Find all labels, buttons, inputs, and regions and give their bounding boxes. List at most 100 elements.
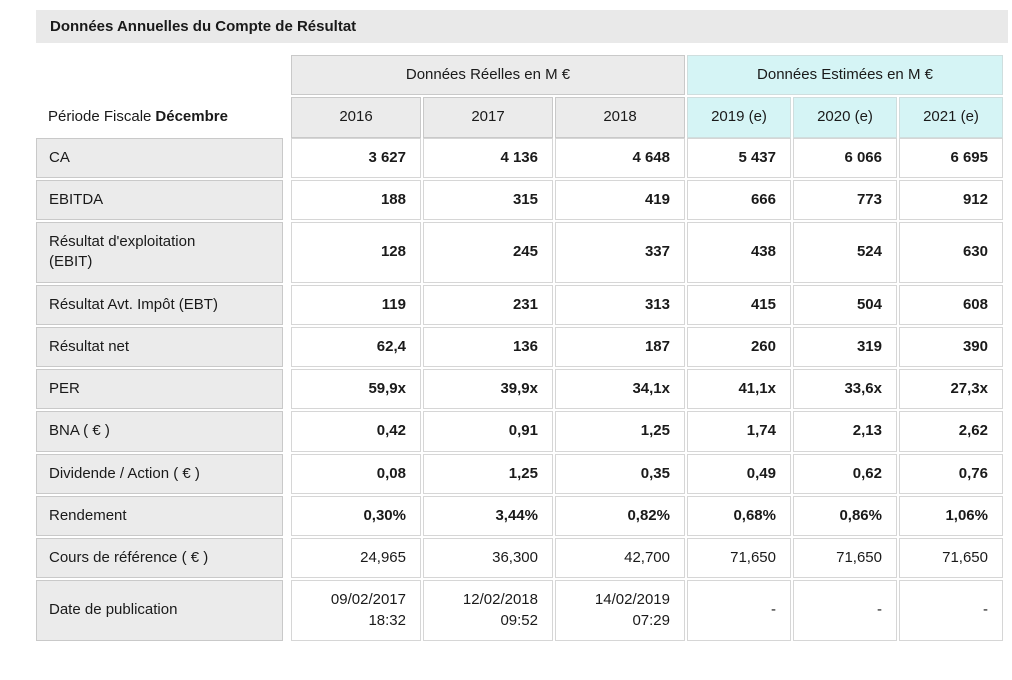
cell-value: 0,42: [291, 411, 421, 452]
column-spacer: [285, 411, 289, 451]
cell-value: -: [793, 580, 897, 641]
cell-value: 2,62: [899, 411, 1003, 452]
table-row: EBITDA 188 315 419 666 773 912: [36, 179, 1003, 220]
column-spacer: [285, 55, 289, 95]
cell-value: 0,82%: [555, 495, 685, 536]
cell-value: 0,68%: [687, 495, 791, 536]
year-header-2021e: 2021 (e): [899, 97, 1003, 138]
row-label: Rendement: [36, 495, 283, 536]
estimated-data-group-header: Données Estimées en M €: [687, 55, 1003, 96]
cell-value: 1,74: [687, 411, 791, 452]
cell-value: 14/02/2019 07:29: [555, 580, 685, 641]
cell-value: 337: [555, 222, 685, 283]
year-header-2016: 2016: [291, 97, 421, 138]
cell-value: 5 437: [687, 137, 791, 178]
column-spacer: [285, 369, 289, 409]
year-header-2020e: 2020 (e): [793, 97, 897, 138]
cell-value: 6 066: [793, 137, 897, 178]
cell-value: -: [687, 580, 791, 641]
row-label: CA: [36, 137, 283, 178]
cell-value: 390: [899, 326, 1003, 367]
panel-title-bar: Données Annuelles du Compte de Résultat: [36, 10, 1008, 43]
cell-value: 0,35: [555, 453, 685, 494]
column-spacer: [285, 97, 289, 137]
column-spacer: [285, 538, 289, 578]
cell-value: 188: [291, 179, 421, 220]
table-row: Cours de référence ( € ) 24,965 36,300 42,7…: [36, 538, 1003, 579]
row-label: PER: [36, 369, 283, 410]
year-header-2019e: 2019 (e): [687, 97, 791, 138]
table-row: Dividende / Action ( € ) 0,08 1,25 0,35 0,49…: [36, 453, 1003, 494]
real-data-group-header: Données Réelles en M €: [291, 55, 685, 96]
year-header-2018: 2018: [555, 97, 685, 138]
cell-value: 119: [291, 284, 421, 325]
column-spacer: [285, 180, 289, 220]
fiscal-period-month: Décembre: [155, 108, 228, 126]
cell-value: 313: [555, 284, 685, 325]
cell-value: 2,13: [793, 411, 897, 452]
cell-value: 0,86%: [793, 495, 897, 536]
cell-value: 0,30%: [291, 495, 421, 536]
annual-income-statement-panel: Données Annuelles du Compte de Résultat …: [36, 10, 1008, 641]
cell-value: 1,06%: [899, 495, 1003, 536]
cell-value: 0,91: [423, 411, 553, 452]
cell-value: 34,1x: [555, 369, 685, 410]
cell-value: 4 136: [423, 137, 553, 178]
year-header-row: Période Fiscale Décembre 2016 2017 2018 …: [36, 97, 1003, 138]
income-statement-table: Données Réelles en M € Données Estimées …: [36, 55, 1003, 641]
cell-value: 1,25: [555, 411, 685, 452]
cell-value: 319: [793, 326, 897, 367]
table-body: CA 3 627 4 136 4 648 5 437 6 066 6 695 EBITDA 18…: [36, 137, 1003, 641]
column-spacer: [285, 454, 289, 494]
table-row: Résultat d'exploitation (EBIT) 128 245 337 4…: [36, 222, 1003, 283]
row-label: Date de publication: [36, 580, 283, 641]
table-row: Résultat net 62,4 136 187 260 319 390: [36, 326, 1003, 367]
row-label: Cours de référence ( € ): [36, 538, 283, 579]
table-row: PER 59,9x 39,9x 34,1x 41,1x 33,6x 27,3x: [36, 369, 1003, 410]
column-spacer: [285, 138, 289, 178]
cell-value: 260: [687, 326, 791, 367]
cell-value: 12/02/2018 09:52: [423, 580, 553, 641]
cell-value: 524: [793, 222, 897, 283]
column-spacer: [285, 496, 289, 536]
cell-value: 0,76: [899, 453, 1003, 494]
cell-value: 71,650: [793, 538, 897, 579]
year-header-2017: 2017: [423, 97, 553, 138]
column-spacer: [285, 222, 289, 283]
cell-value: 128: [291, 222, 421, 283]
cell-value: 62,4: [291, 326, 421, 367]
table-row: CA 3 627 4 136 4 648 5 437 6 066 6 695: [36, 137, 1003, 178]
cell-value: 41,1x: [687, 369, 791, 410]
cell-value: 0,08: [291, 453, 421, 494]
row-label: EBITDA: [36, 179, 283, 220]
cell-value: 0,49: [687, 453, 791, 494]
cell-value: 773: [793, 179, 897, 220]
row-label: Résultat Avt. Impôt (EBT): [36, 284, 283, 325]
cell-value: 39,9x: [423, 369, 553, 410]
cell-value: 6 695: [899, 137, 1003, 178]
fiscal-period-label: Période Fiscale Décembre: [36, 97, 283, 137]
corner-blank-cell: [36, 55, 283, 95]
cell-value: 438: [687, 222, 791, 283]
cell-value: 415: [687, 284, 791, 325]
cell-value: 3 627: [291, 137, 421, 178]
cell-value: 504: [793, 284, 897, 325]
cell-value: 630: [899, 222, 1003, 283]
cell-value: 419: [555, 179, 685, 220]
cell-value: 4 648: [555, 137, 685, 178]
table-row: BNA ( € ) 0,42 0,91 1,25 1,74 2,13 2,62: [36, 411, 1003, 452]
fiscal-period-text: Période Fiscale: [48, 108, 152, 126]
cell-value: 09/02/2017 18:32: [291, 580, 421, 641]
cell-value: 136: [423, 326, 553, 367]
cell-value: 36,300: [423, 538, 553, 579]
cell-value: 315: [423, 179, 553, 220]
cell-value: 33,6x: [793, 369, 897, 410]
cell-value: 71,650: [899, 538, 1003, 579]
cell-value: 71,650: [687, 538, 791, 579]
cell-value: 187: [555, 326, 685, 367]
cell-value: 59,9x: [291, 369, 421, 410]
cell-value: 24,965: [291, 538, 421, 579]
row-label: BNA ( € ): [36, 411, 283, 452]
cell-value: 912: [899, 179, 1003, 220]
cell-value: 666: [687, 179, 791, 220]
